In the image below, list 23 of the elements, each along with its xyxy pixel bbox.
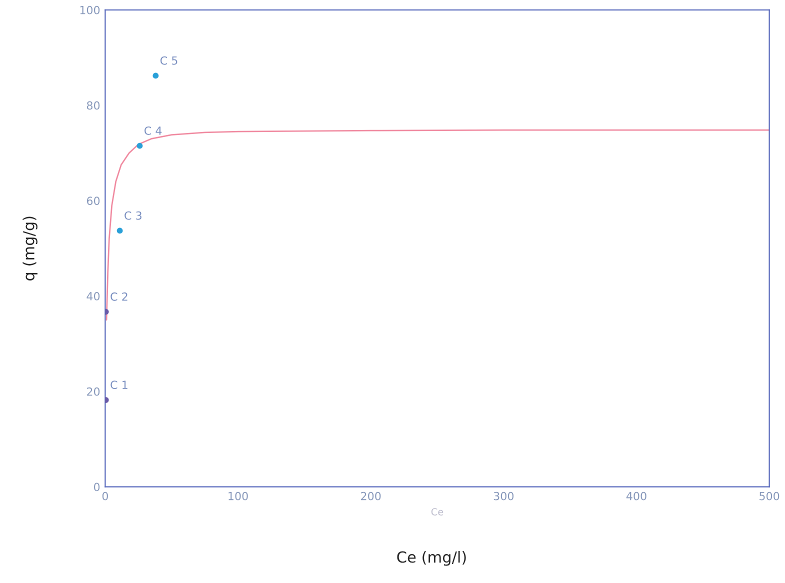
x-tick-label: 300 — [494, 492, 514, 500]
annotation: C 3 — [124, 211, 142, 220]
x-tick-label: 400 — [626, 492, 646, 500]
point — [116, 228, 123, 234]
x-tick-label: 0 — [102, 492, 108, 500]
x-tick-label: 200 — [361, 492, 381, 500]
annotation: C 5 — [160, 56, 178, 65]
x-axis-title: Ce — [431, 508, 444, 516]
point — [136, 142, 143, 149]
point — [152, 72, 159, 79]
annotation: C 2 — [110, 292, 128, 301]
x-tick-label: 500 — [760, 492, 780, 500]
annotation: C 4 — [144, 126, 162, 135]
y-tick-label: 100 — [80, 6, 100, 14]
y-tick-label: 0 — [94, 482, 100, 492]
annotation: C 1 — [110, 380, 128, 390]
y-tick-label: 80 — [86, 101, 100, 110]
x-tick-label: 100 — [228, 492, 248, 500]
y-tick-label: 60 — [86, 196, 100, 206]
y-tick-label: 40 — [86, 292, 100, 300]
y-tick-label: 20 — [87, 387, 100, 396]
y-axis-title: q (mg/g) — [22, 216, 38, 280]
text: Ce (mg/l) — [397, 550, 466, 566]
